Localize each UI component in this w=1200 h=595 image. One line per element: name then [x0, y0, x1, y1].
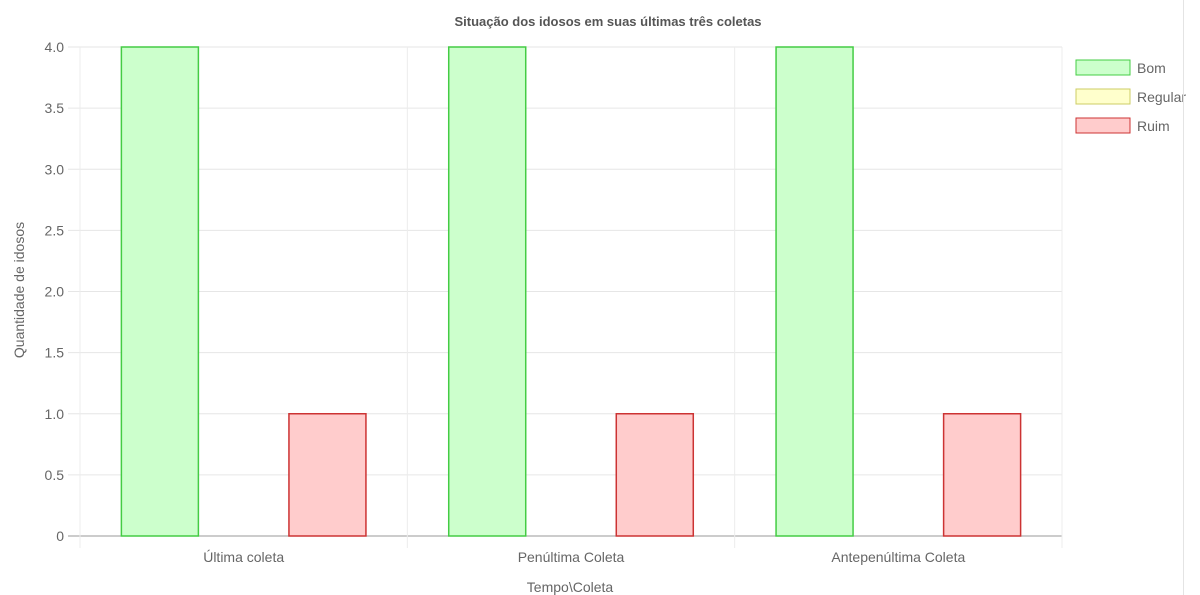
legend-swatch	[1075, 88, 1131, 105]
bar-bom[interactable]	[120, 46, 200, 537]
bar-ruim[interactable]	[615, 413, 695, 537]
y-axis-label: Quantidade de idosos	[11, 222, 27, 358]
y-tick-label: 1.5	[45, 345, 65, 361]
legend-swatch	[1075, 59, 1131, 76]
legend-label[interactable]: Ruim	[1137, 118, 1170, 134]
legend: Bom Regular Ruim	[1075, 59, 1186, 134]
panel-divider	[1183, 0, 1184, 595]
y-tick-label: 0.5	[45, 467, 65, 483]
y-tick-label: 3.0	[45, 161, 65, 177]
bar-bom[interactable]	[447, 46, 527, 537]
legend-label[interactable]: Regular	[1137, 89, 1186, 105]
bar-bom[interactable]	[775, 46, 854, 537]
chart-title: Situação dos idosos em suas últimas três…	[454, 14, 761, 29]
bar-ruim[interactable]	[288, 413, 367, 537]
x-tick-label: Antepenúltima Coleta	[831, 549, 965, 565]
bars	[120, 46, 1022, 537]
y-tick-label: 2.0	[45, 284, 65, 300]
y-tick-label: 4.0	[45, 39, 65, 55]
y-axis-ticks: 0 0.5 1.0 1.5 2.0 2.5 3.0 3.5 4.0	[45, 39, 65, 544]
y-tick-label: 3.5	[45, 100, 65, 116]
legend-swatch	[1075, 117, 1131, 134]
x-tick-label: Última coleta	[203, 549, 284, 565]
legend-label[interactable]: Bom	[1137, 60, 1166, 76]
x-tick-label: Penúltima Coleta	[518, 549, 625, 565]
grid-lines	[68, 46, 1063, 548]
x-axis-ticks: Última coleta Penúltima Coleta Antepenúlti…	[203, 549, 965, 565]
x-axis-label: Tempo\Coleta	[527, 579, 614, 595]
y-tick-label: 0	[56, 528, 64, 544]
y-tick-label: 2.5	[45, 222, 65, 238]
bar-ruim[interactable]	[942, 413, 1022, 537]
y-tick-label: 1.0	[45, 406, 65, 422]
